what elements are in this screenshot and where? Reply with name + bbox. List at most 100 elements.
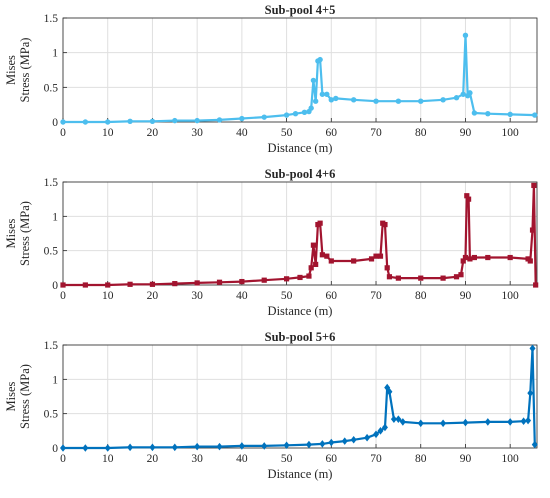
y-axis-label-line-2: Stress (MPa) <box>18 38 32 103</box>
data-point <box>104 444 111 452</box>
x-tick-label: 50 <box>281 127 293 139</box>
data-point <box>458 272 464 278</box>
data-point <box>319 252 325 258</box>
x-axis-label: Distance (m) <box>268 141 333 155</box>
x-tick-label: 70 <box>370 290 382 302</box>
data-point <box>382 221 388 228</box>
y-tick-label: 0.5 <box>44 246 59 258</box>
data-point <box>216 117 223 123</box>
x-tick-label: 90 <box>460 290 472 302</box>
data-point <box>239 115 245 122</box>
data-point <box>283 276 290 282</box>
data-point <box>467 90 473 96</box>
data-point <box>310 242 317 248</box>
x-tick-label: 20 <box>147 127 159 139</box>
y-tick-label: 0.5 <box>44 82 59 94</box>
data-point <box>328 97 335 103</box>
plot-frame <box>62 344 538 449</box>
data-point <box>127 443 134 452</box>
y-tick-label: 1 <box>52 211 58 223</box>
data-point <box>507 418 514 426</box>
x-tick-label: 20 <box>147 290 159 302</box>
chart-1: 0 10 20 30 40 50 60 70 80 90 100 0 0.5 1 1.5 Sub-pool 4… <box>4 3 538 155</box>
data-point <box>297 274 303 281</box>
data-point <box>239 278 245 285</box>
y-axis-label-line-1: Mises <box>4 381 18 411</box>
x-tick-label: 40 <box>236 453 248 465</box>
data-point <box>520 417 527 426</box>
data-point <box>172 281 178 287</box>
x-tick-label: 40 <box>236 127 248 139</box>
data-point <box>399 418 406 426</box>
series-line <box>63 347 536 450</box>
data-point <box>328 438 335 447</box>
data-point <box>465 196 472 202</box>
x-tick-label: 30 <box>191 453 203 465</box>
data-point <box>292 110 299 117</box>
data-point <box>462 32 469 39</box>
x-tick-label: 20 <box>147 453 159 465</box>
data-point <box>395 275 401 281</box>
data-point <box>350 97 357 103</box>
data-point <box>194 442 201 451</box>
data-point <box>485 110 491 117</box>
data-point <box>533 282 539 288</box>
data-point <box>149 281 156 287</box>
data-point <box>364 433 371 442</box>
data-point <box>283 441 290 450</box>
data-point <box>462 418 469 427</box>
data-point <box>386 387 393 396</box>
y-tick-label: 1.5 <box>44 177 59 189</box>
data-point <box>440 97 446 103</box>
data-point <box>373 430 380 439</box>
plot-frame <box>62 181 538 286</box>
data-point <box>507 254 513 261</box>
y-axis-label: Mises Stress (MPa) <box>4 364 32 429</box>
data-point <box>313 261 319 267</box>
series-line <box>63 184 537 287</box>
x-tick-label: 60 <box>326 290 338 302</box>
data-point <box>317 220 323 226</box>
x-tick-label: 10 <box>102 290 114 302</box>
data-point <box>384 265 390 271</box>
data-point <box>172 117 178 124</box>
data-point <box>82 119 89 125</box>
x-tick-label: 90 <box>460 127 472 139</box>
data-point <box>350 435 357 444</box>
chart-3: 0 10 20 30 40 50 60 70 80 90 100 0 0.5 1 1.5 Sub-pool 5… <box>4 330 538 481</box>
data-point <box>317 56 323 63</box>
y-tick-label: 0 <box>52 117 58 129</box>
x-tick-label: 30 <box>191 127 203 139</box>
data-point <box>460 91 466 97</box>
data-point <box>301 109 308 115</box>
x-tick-label: 100 <box>502 453 520 465</box>
data-point <box>460 258 466 264</box>
x-tick-label: 0 <box>60 453 66 465</box>
data-point <box>333 95 339 102</box>
x-tick-label: 30 <box>191 290 203 302</box>
data-point <box>310 77 317 84</box>
plot-frame <box>62 17 538 123</box>
data-point <box>305 440 312 449</box>
data-point <box>319 440 326 448</box>
y-axis-label: Mises Stress (MPa) <box>4 201 32 266</box>
data-point <box>261 442 268 450</box>
chart-title: Sub-pool 4+5 <box>265 3 336 17</box>
data-point <box>525 416 532 425</box>
data-point <box>127 281 133 287</box>
y-tick-label: 1 <box>52 48 58 60</box>
data-point <box>368 256 375 262</box>
data-point <box>149 118 156 125</box>
data-point <box>60 282 66 288</box>
data-point <box>485 254 491 261</box>
x-tick-label: 10 <box>102 453 114 465</box>
data-point <box>381 423 388 432</box>
data-point <box>306 273 312 279</box>
data-point <box>377 253 384 259</box>
data-point <box>484 418 491 426</box>
data-point <box>377 427 384 435</box>
data-point <box>395 415 402 423</box>
y-axis-label-line-1: Mises <box>4 218 18 248</box>
x-tick-label: 80 <box>415 453 427 465</box>
series-line <box>63 34 535 124</box>
